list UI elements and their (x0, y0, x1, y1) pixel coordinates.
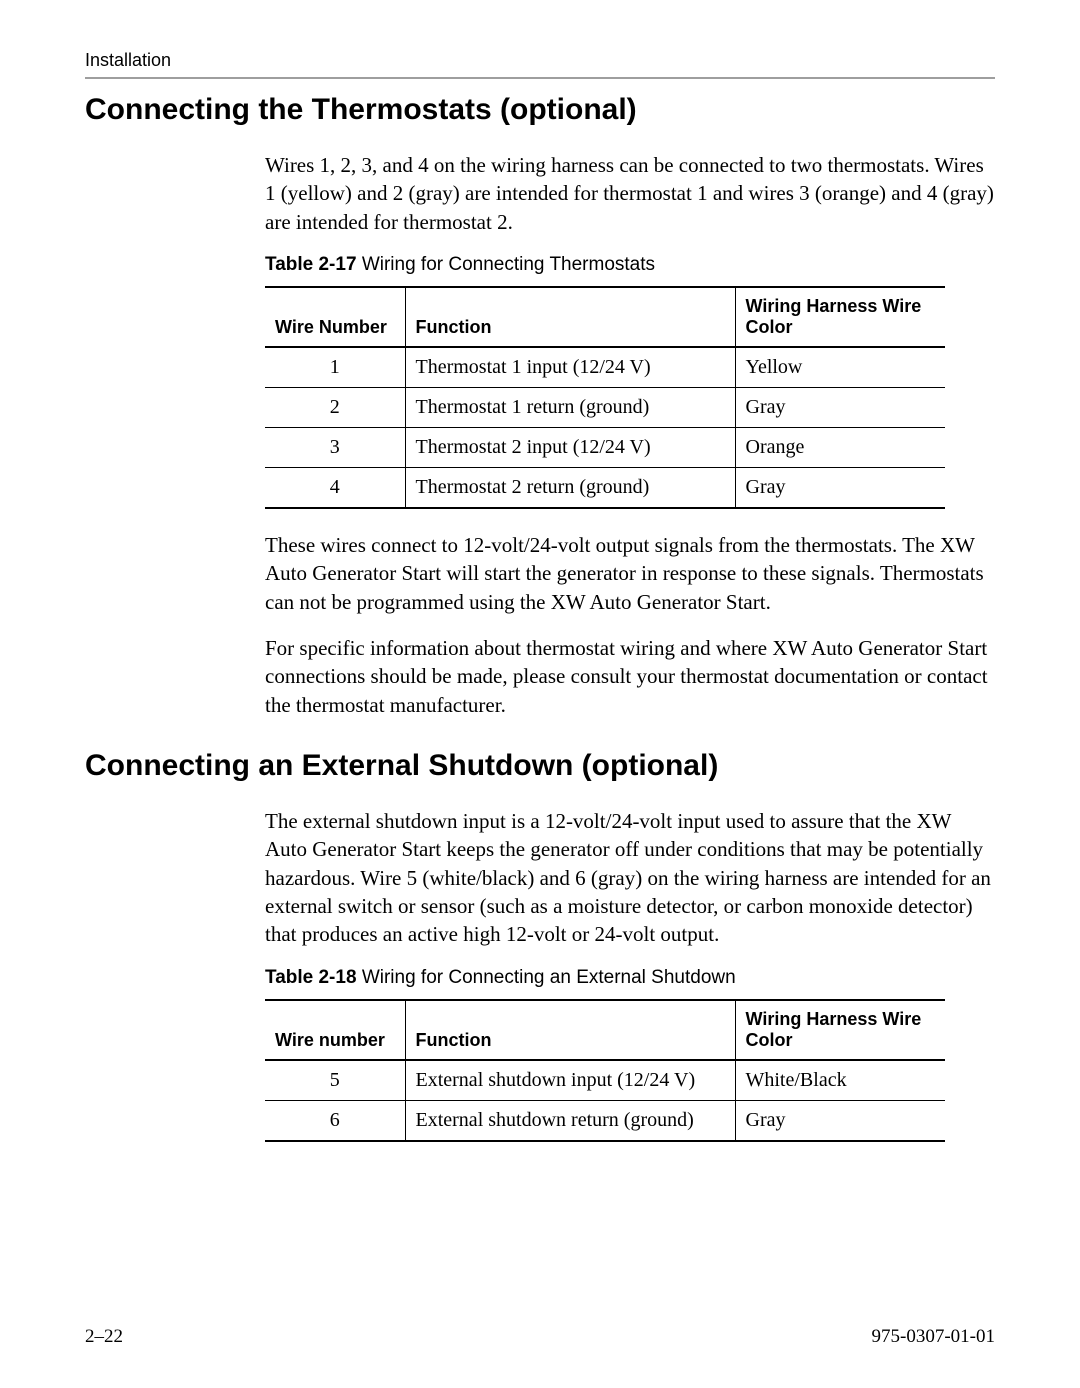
col-header-wire-color: Wiring Harness Wire Color (735, 287, 945, 347)
table-row: 1 Thermostat 1 input (12/24 V) Yellow (265, 347, 945, 388)
table-caption-num: Table 2-18 (265, 967, 357, 988)
table-thermostat-wiring: Wire Number Function Wiring Harness Wire… (265, 286, 945, 509)
table-row: 3 Thermostat 2 input (12/24 V) Orange (265, 428, 945, 468)
section-heading-external-shutdown: Connecting an External Shutdown (optiona… (85, 749, 995, 783)
cell-color: Gray (735, 388, 945, 428)
col-header-wire-color: Wiring Harness Wire Color (735, 1000, 945, 1060)
cell-function: Thermostat 1 input (12/24 V) (405, 347, 735, 388)
cell-function: Thermostat 1 return (ground) (405, 388, 735, 428)
table-caption-title-text: Wiring for Connecting Thermostats (362, 254, 655, 275)
col-header-wire-number: Wire Number (265, 287, 405, 347)
cell-wire-num: 5 (265, 1060, 405, 1101)
running-header: Installation (85, 50, 995, 71)
table-row: 4 Thermostat 2 return (ground) Gray (265, 468, 945, 509)
col-header-wire-number: Wire number (265, 1000, 405, 1060)
cell-color: White/Black (735, 1060, 945, 1101)
cell-function: Thermostat 2 input (12/24 V) (405, 428, 735, 468)
col-header-function: Function (405, 1000, 735, 1060)
table-caption-218: Table 2-18 Wiring for Connecting an Exte… (265, 967, 995, 989)
cell-color: Yellow (735, 347, 945, 388)
col-header-function: Function (405, 287, 735, 347)
table-header-row: Wire Number Function Wiring Harness Wire… (265, 287, 945, 347)
cell-color: Gray (735, 1100, 945, 1141)
cell-function: Thermostat 2 return (ground) (405, 468, 735, 509)
table-caption-num: Table 2-17 (265, 254, 357, 275)
intro-paragraph-1: Wires 1, 2, 3, and 4 on the wiring harne… (265, 151, 995, 236)
page-number: 2–22 (85, 1326, 123, 1348)
cell-wire-num: 4 (265, 468, 405, 509)
cell-wire-num: 1 (265, 347, 405, 388)
page-footer: 2–22 975-0307-01-01 (85, 1326, 995, 1348)
table-caption-title-text: Wiring for Connecting an External Shutdo… (362, 967, 736, 988)
table-external-shutdown-wiring: Wire number Function Wiring Harness Wire… (265, 999, 945, 1142)
cell-color: Gray (735, 468, 945, 509)
cell-wire-num: 2 (265, 388, 405, 428)
doc-number: 975-0307-01-01 (872, 1326, 995, 1348)
table-row: 2 Thermostat 1 return (ground) Gray (265, 388, 945, 428)
table-row: 5 External shutdown input (12/24 V) Whit… (265, 1060, 945, 1101)
cell-function: External shutdown return (ground) (405, 1100, 735, 1141)
cell-wire-num: 3 (265, 428, 405, 468)
section-heading-thermostats: Connecting the Thermostats (optional) (85, 93, 995, 127)
cell-color: Orange (735, 428, 945, 468)
table-caption-217: Table 2-17 Wiring for Connecting Thermos… (265, 254, 995, 276)
header-rule (85, 77, 995, 79)
cell-wire-num: 6 (265, 1100, 405, 1141)
table-row: 6 External shutdown return (ground) Gray (265, 1100, 945, 1141)
page-container: Installation Connecting the Thermostats … (0, 0, 1080, 1214)
paragraph-3: For specific information about thermosta… (265, 634, 995, 719)
cell-function: External shutdown input (12/24 V) (405, 1060, 735, 1101)
intro-paragraph-2: The external shutdown input is a 12-volt… (265, 807, 995, 949)
paragraph-2: These wires connect to 12-volt/24-volt o… (265, 531, 995, 616)
table-header-row: Wire number Function Wiring Harness Wire… (265, 1000, 945, 1060)
